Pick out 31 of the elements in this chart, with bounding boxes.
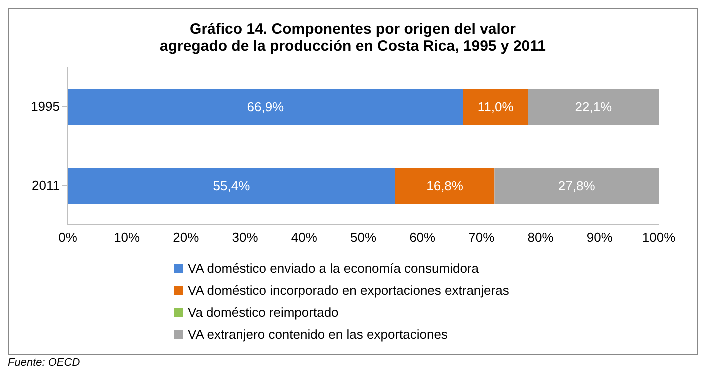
data-label: 66,9% [247, 100, 285, 114]
x-tick-label: 50% [350, 230, 377, 246]
source-note: Fuente: OECD [8, 357, 82, 369]
x-tick-label: 100% [642, 230, 676, 246]
x-tick-label: 20% [173, 230, 200, 246]
x-tick-label: 40% [291, 230, 318, 246]
data-label: 16,8% [426, 178, 464, 194]
data-label: 22,1% [575, 100, 613, 114]
data-label: 11,0% [478, 100, 514, 114]
legend-label: VA doméstico enviado a la economía consumidora [188, 261, 479, 276]
chart-title: Gráfico 14. Componentes por origen del valor agregado de la producción en Costa Rica, 1995 y 2011 [159, 21, 547, 55]
legend-label: Va doméstico reimportado [188, 305, 339, 320]
bar [528, 89, 659, 125]
bar [463, 89, 528, 125]
x-tick-label: 0% [58, 230, 78, 246]
data-label: 27,8% [558, 178, 596, 194]
x-tick-label: 30% [232, 230, 259, 246]
x-tick-label: 60% [410, 230, 436, 246]
x-tick-label: 90% [586, 230, 614, 246]
x-tick-label: 10% [114, 230, 141, 246]
data-label: 55,4% [213, 178, 251, 194]
legend-label: VA doméstico incorporado en exportaciones extranjeras [188, 283, 510, 298]
y-tick-label: 2011 [32, 178, 60, 194]
bar [395, 168, 495, 204]
bar [494, 168, 659, 204]
legend-label: VA extranjero contenido en las exportaciones [188, 327, 448, 342]
x-tick-label: 80% [528, 230, 554, 246]
y-tick-label: 1995 [31, 99, 60, 114]
x-tick-label: 70% [468, 230, 496, 246]
bar [68, 168, 396, 204]
bar [68, 89, 464, 125]
